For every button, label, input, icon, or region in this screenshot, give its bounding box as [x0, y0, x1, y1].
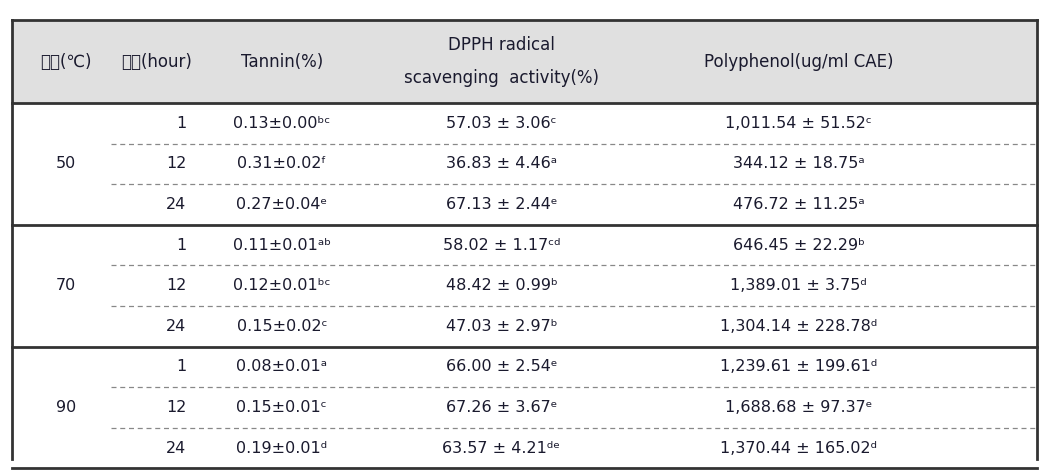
Text: 온도(℃): 온도(℃): [41, 53, 92, 71]
Text: 67.26 ± 3.67ᵉ: 67.26 ± 3.67ᵉ: [446, 400, 557, 415]
Text: 1,011.54 ± 51.52ᶜ: 1,011.54 ± 51.52ᶜ: [725, 116, 872, 131]
Text: 0.15±0.02ᶜ: 0.15±0.02ᶜ: [236, 319, 327, 334]
Text: 36.83 ± 4.46ᵃ: 36.83 ± 4.46ᵃ: [446, 156, 557, 171]
Text: 24: 24: [167, 197, 187, 212]
FancyBboxPatch shape: [12, 20, 1037, 103]
FancyBboxPatch shape: [12, 428, 1037, 468]
Text: 0.15±0.01ᶜ: 0.15±0.01ᶜ: [236, 400, 327, 415]
Text: 0.08±0.01ᵃ: 0.08±0.01ᵃ: [236, 360, 327, 374]
Text: DPPH radical: DPPH radical: [448, 36, 555, 54]
Text: 0.12±0.01ᵇᶜ: 0.12±0.01ᵇᶜ: [233, 278, 330, 293]
Text: 1: 1: [176, 116, 187, 131]
Text: 50: 50: [57, 156, 77, 171]
Text: 24: 24: [167, 441, 187, 456]
Text: 시간(hour): 시간(hour): [121, 53, 192, 71]
Text: 67.13 ± 2.44ᵉ: 67.13 ± 2.44ᵉ: [446, 197, 557, 212]
Text: 90: 90: [57, 400, 77, 415]
Text: 12: 12: [166, 278, 187, 293]
Text: Tannin(%): Tannin(%): [240, 53, 323, 71]
FancyBboxPatch shape: [12, 266, 1037, 306]
FancyBboxPatch shape: [12, 103, 1037, 143]
Text: 12: 12: [166, 156, 187, 171]
FancyBboxPatch shape: [12, 306, 1037, 347]
FancyBboxPatch shape: [12, 347, 1037, 387]
Text: 1,239.61 ± 199.61ᵈ: 1,239.61 ± 199.61ᵈ: [720, 360, 877, 374]
FancyBboxPatch shape: [12, 143, 1037, 184]
Text: 0.27±0.04ᵉ: 0.27±0.04ᵉ: [236, 197, 327, 212]
Text: 0.19±0.01ᵈ: 0.19±0.01ᵈ: [236, 441, 327, 456]
Text: 646.45 ± 22.29ᵇ: 646.45 ± 22.29ᵇ: [732, 238, 864, 253]
Text: 57.03 ± 3.06ᶜ: 57.03 ± 3.06ᶜ: [446, 116, 557, 131]
Text: 344.12 ± 18.75ᵃ: 344.12 ± 18.75ᵃ: [733, 156, 864, 171]
Text: 1: 1: [176, 238, 187, 253]
FancyBboxPatch shape: [12, 387, 1037, 428]
Text: 1,688.68 ± 97.37ᵉ: 1,688.68 ± 97.37ᵉ: [725, 400, 873, 415]
Text: 66.00 ± 2.54ᵉ: 66.00 ± 2.54ᵉ: [446, 360, 557, 374]
Text: 1,370.44 ± 165.02ᵈ: 1,370.44 ± 165.02ᵈ: [720, 441, 877, 456]
FancyBboxPatch shape: [12, 184, 1037, 225]
Text: 476.72 ± 11.25ᵃ: 476.72 ± 11.25ᵃ: [733, 197, 864, 212]
Text: 1,304.14 ± 228.78ᵈ: 1,304.14 ± 228.78ᵈ: [720, 319, 877, 334]
Text: 0.13±0.00ᵇᶜ: 0.13±0.00ᵇᶜ: [233, 116, 330, 131]
Text: 24: 24: [167, 319, 187, 334]
FancyBboxPatch shape: [12, 225, 1037, 266]
Text: 1,389.01 ± 3.75ᵈ: 1,389.01 ± 3.75ᵈ: [730, 278, 868, 293]
Text: 48.42 ± 0.99ᵇ: 48.42 ± 0.99ᵇ: [446, 278, 557, 293]
Text: 0.11±0.01ᵃᵇ: 0.11±0.01ᵃᵇ: [233, 238, 330, 253]
Text: scavenging  activity(%): scavenging activity(%): [404, 69, 599, 87]
Text: 0.31±0.02ᶠ: 0.31±0.02ᶠ: [237, 156, 326, 171]
Text: 47.03 ± 2.97ᵇ: 47.03 ± 2.97ᵇ: [446, 319, 557, 334]
Text: 63.57 ± 4.21ᵈᵉ: 63.57 ± 4.21ᵈᵉ: [443, 441, 560, 456]
Text: 1: 1: [176, 360, 187, 374]
Text: 58.02 ± 1.17ᶜᵈ: 58.02 ± 1.17ᶜᵈ: [443, 238, 560, 253]
Text: Polyphenol(ug/ml CAE): Polyphenol(ug/ml CAE): [704, 53, 894, 71]
Text: 70: 70: [57, 278, 77, 293]
Text: 12: 12: [166, 400, 187, 415]
